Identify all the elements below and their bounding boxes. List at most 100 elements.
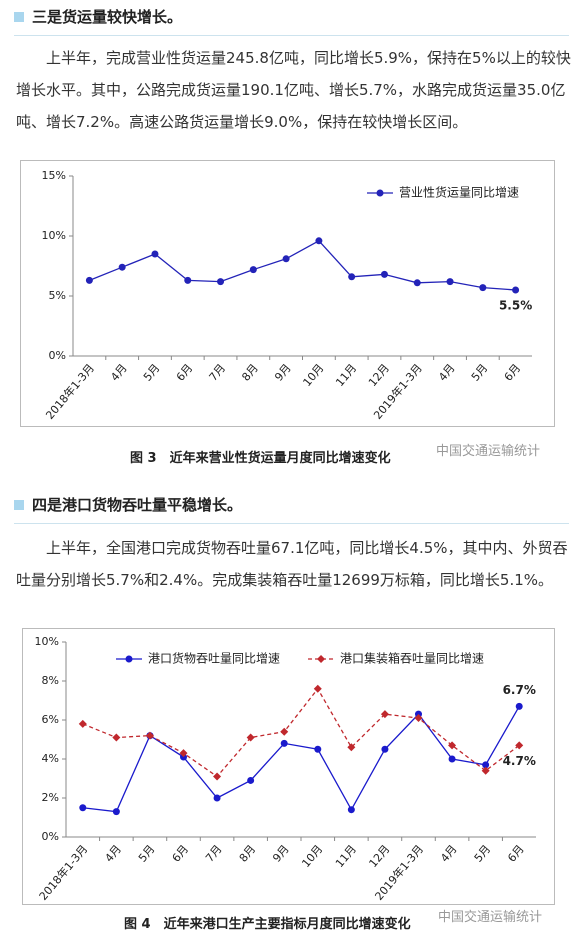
chart: 0% 5% 10% 15% 2018年1-3月 4月 5月 6月 7月 8月 9月 10月 11月 12月…	[42, 169, 533, 422]
marker	[213, 794, 221, 802]
marker	[112, 733, 121, 742]
y-tick-label: 6%	[42, 713, 59, 726]
paragraph: 上半年，全国港口完成货物吞吐量67.1亿吨，同比增长4.5%，其中内、外贸吞吐量…	[16, 539, 568, 589]
y-tick-label: 0%	[49, 349, 66, 362]
x-tick-label: 6月	[502, 362, 524, 384]
x-tick-label: 11月	[333, 843, 359, 871]
y-tick-label: 15%	[42, 169, 66, 182]
marker	[380, 270, 388, 278]
x-tick-label: 12月	[366, 843, 392, 871]
heading: 三是货运量较快增长。	[14, 6, 569, 36]
caption: 图 4 近年来港口生产主要指标月度同比增速变化	[124, 917, 411, 932]
y-tick-label: 8%	[42, 674, 59, 687]
x-tick-label: 9月	[270, 843, 292, 865]
y-tick-label: 0%	[42, 830, 59, 843]
marker	[413, 279, 421, 287]
series-line	[89, 239, 516, 291]
marker	[414, 714, 423, 723]
legend-label: 港口货物吞吐量同比增速	[148, 651, 280, 666]
x-tick-label: 5月	[469, 362, 491, 384]
marker	[313, 684, 322, 693]
x-tick-label: 4月	[108, 362, 130, 384]
x-tick-label: 10月	[300, 362, 326, 390]
marker	[446, 278, 454, 286]
marker	[247, 776, 255, 784]
paragraph: 上半年，完成营业性货运量245.8亿吨，同比增长5.9%，保持在5%以上的较快增…	[16, 49, 571, 131]
marker	[118, 263, 126, 271]
chart-frame: 0% 2% 4% 6% 8% 10% 2018年1-3月 4月 5月 6月 7月 8月 9月 10月 11月…	[22, 628, 555, 905]
marker	[515, 741, 524, 750]
marker	[85, 276, 93, 284]
x-tick-label: 4月	[436, 362, 458, 384]
x-tick-label: 4月	[438, 843, 460, 865]
marker	[249, 266, 257, 274]
marker	[78, 719, 87, 728]
marker	[151, 250, 159, 258]
x-tick-label: 11月	[333, 362, 359, 390]
x-tick-label: 5月	[141, 362, 163, 384]
marker	[317, 655, 326, 663]
y-tick-label: 5%	[49, 289, 66, 302]
marker	[315, 237, 323, 245]
marker	[482, 761, 490, 769]
x-tick-label: 7月	[203, 843, 225, 865]
x-tick-label: 4月	[102, 843, 124, 865]
x-tick-label: 6月	[505, 843, 527, 865]
data-label: 6.7%	[503, 683, 536, 697]
x-tick-label: 7月	[207, 362, 229, 384]
series-line	[82, 687, 520, 778]
marker	[448, 741, 457, 750]
marker	[314, 745, 322, 753]
marker	[376, 189, 384, 197]
x-tick-label: 8月	[237, 843, 259, 865]
series-line	[82, 706, 520, 813]
legend-label: 营业性货运量同比增速	[399, 185, 519, 200]
chart: 0% 2% 4% 6% 8% 10% 2018年1-3月 4月 5月 6月 7月 8月 9月 10月 11月…	[35, 635, 536, 903]
caption: 图 3 近年来营业性货运量月度同比增速变化	[130, 451, 391, 466]
x-tick-label: 10月	[299, 843, 325, 871]
x-tick-label: 8月	[239, 362, 261, 384]
heading: 四是港口货物吞吐量平稳增长。	[14, 494, 569, 524]
marker	[145, 731, 154, 740]
marker	[213, 772, 222, 781]
marker	[179, 749, 188, 758]
y-tick-label: 2%	[42, 791, 59, 804]
watermark: 中国交通运输统计	[438, 910, 543, 925]
marker	[380, 710, 389, 719]
x-tick-label: 2018年1-3月	[43, 361, 97, 422]
x-tick-label: 12月	[366, 362, 392, 390]
y-tick-label: 4%	[42, 752, 59, 765]
legend-label: 港口集装箱吞吐量同比增速	[340, 651, 484, 666]
marker	[246, 733, 255, 742]
x-tick-label: 2018年1-3月	[36, 842, 90, 903]
marker	[280, 727, 289, 736]
marker	[515, 702, 523, 710]
marker	[347, 806, 355, 814]
x-tick-label: 5月	[472, 843, 494, 865]
watermark: 中国交通运输统计	[436, 444, 541, 459]
marker	[79, 804, 87, 812]
marker	[381, 745, 389, 753]
x-tick-label: 9月	[272, 362, 294, 384]
y-tick-label: 10%	[35, 635, 59, 648]
marker	[448, 755, 456, 763]
marker	[479, 284, 487, 292]
marker	[347, 743, 356, 752]
x-tick-label: 6月	[170, 843, 192, 865]
data-label: 5.5%	[499, 299, 532, 313]
marker	[282, 255, 290, 263]
marker	[112, 808, 120, 816]
marker	[125, 655, 133, 663]
marker	[217, 278, 225, 286]
marker	[184, 276, 192, 284]
x-tick-label: 5月	[136, 843, 158, 865]
marker	[280, 739, 288, 747]
y-tick-label: 10%	[42, 229, 66, 242]
chart-frame: 0% 5% 10% 15% 2018年1-3月 4月 5月 6月 7月 8月 9月 10月 11月 12月…	[20, 160, 555, 427]
data-label: 4.7%	[503, 754, 536, 768]
marker	[481, 766, 490, 775]
x-tick-label: 6月	[174, 362, 196, 384]
marker	[512, 286, 520, 294]
marker	[348, 273, 356, 281]
